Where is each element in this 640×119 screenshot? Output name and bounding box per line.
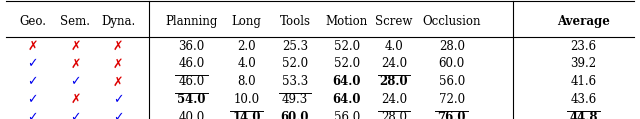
Text: 36.0: 36.0 [179, 40, 205, 53]
Text: 64.0: 64.0 [333, 75, 361, 88]
Text: 28.0: 28.0 [381, 111, 407, 119]
Text: Motion: Motion [326, 15, 368, 27]
Text: 2.0: 2.0 [237, 40, 256, 53]
Text: 41.6: 41.6 [570, 75, 596, 88]
Text: 14.0: 14.0 [232, 111, 261, 119]
Text: 56.0: 56.0 [334, 111, 360, 119]
Text: Long: Long [232, 15, 262, 27]
Text: Average: Average [557, 15, 610, 27]
Text: Sem.: Sem. [60, 15, 90, 27]
Text: 4.0: 4.0 [385, 40, 403, 53]
Text: ✓: ✓ [28, 57, 38, 70]
Text: 52.0: 52.0 [334, 57, 360, 70]
Text: 39.2: 39.2 [570, 57, 596, 70]
Text: ✓: ✓ [28, 111, 38, 119]
Text: Geo.: Geo. [19, 15, 46, 27]
Text: 8.0: 8.0 [237, 75, 256, 88]
Text: Tools: Tools [280, 15, 310, 27]
Text: 28.0: 28.0 [438, 40, 465, 53]
Text: 64.0: 64.0 [333, 93, 361, 106]
Text: ✗: ✗ [70, 40, 81, 53]
Text: 54.0: 54.0 [177, 93, 205, 106]
Text: 60.0: 60.0 [438, 57, 465, 70]
Text: 23.6: 23.6 [570, 40, 596, 53]
Text: 25.3: 25.3 [282, 40, 308, 53]
Text: 46.0: 46.0 [179, 57, 205, 70]
Text: 72.0: 72.0 [438, 93, 465, 106]
Text: ✓: ✓ [70, 75, 81, 88]
Text: 24.0: 24.0 [381, 93, 407, 106]
Text: Planning: Planning [165, 15, 218, 27]
Text: ✗: ✗ [70, 57, 81, 70]
Text: 53.3: 53.3 [282, 75, 308, 88]
Text: ✓: ✓ [113, 93, 124, 106]
Text: Dyna.: Dyna. [101, 15, 135, 27]
Text: 10.0: 10.0 [234, 93, 260, 106]
Text: 28.0: 28.0 [380, 75, 408, 88]
Text: 24.0: 24.0 [381, 57, 407, 70]
Text: ✗: ✗ [113, 75, 124, 88]
Text: ✓: ✓ [28, 75, 38, 88]
Text: ✗: ✗ [113, 57, 124, 70]
Text: 4.0: 4.0 [237, 57, 256, 70]
Text: ✗: ✗ [70, 93, 81, 106]
Text: 40.0: 40.0 [179, 111, 205, 119]
Text: ✗: ✗ [28, 40, 38, 53]
Text: 43.6: 43.6 [570, 93, 596, 106]
Text: 44.8: 44.8 [569, 111, 598, 119]
Text: 52.0: 52.0 [334, 40, 360, 53]
Text: ✓: ✓ [113, 111, 124, 119]
Text: ✓: ✓ [28, 93, 38, 106]
Text: 60.0: 60.0 [281, 111, 309, 119]
Text: ✓: ✓ [70, 111, 81, 119]
Text: 52.0: 52.0 [282, 57, 308, 70]
Text: Screw: Screw [375, 15, 413, 27]
Text: 49.3: 49.3 [282, 93, 308, 106]
Text: 46.0: 46.0 [179, 75, 205, 88]
Text: 56.0: 56.0 [438, 75, 465, 88]
Text: ✗: ✗ [113, 40, 124, 53]
Text: Occlusion: Occlusion [422, 15, 481, 27]
Text: 76.0: 76.0 [438, 111, 466, 119]
